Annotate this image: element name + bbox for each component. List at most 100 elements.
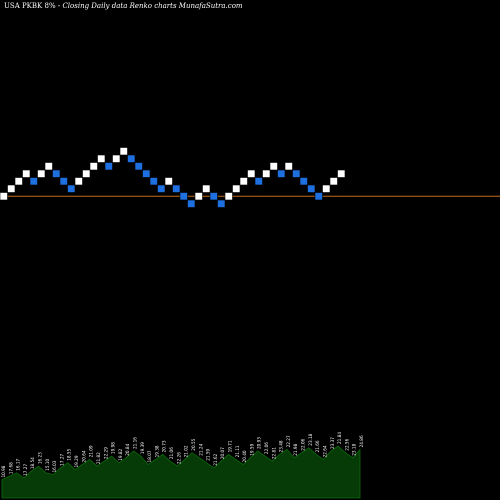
chart-title: USA PKBK 8% - Closing Daily data Renko c… [4, 2, 243, 10]
volume-label: 22.06 [301, 438, 306, 450]
renko-brick-down [149, 177, 158, 186]
volume-label: 21.66 [315, 440, 320, 452]
volume-label: 19.98 [111, 442, 116, 454]
volume-label: 21.62 [213, 453, 218, 465]
renko-brick-up [202, 184, 211, 193]
volume-label: 18.07 [147, 450, 152, 462]
renko-brick-up [89, 162, 98, 171]
volume-label: 21.82 [96, 452, 101, 464]
volume-label: 15.10 [45, 459, 50, 471]
renko-brick-up [284, 162, 293, 171]
volume-label: 20.73 [162, 440, 167, 452]
volume-label: 22.56 [344, 438, 349, 450]
volume-label: 19.71 [227, 440, 232, 452]
renko-brick-up [224, 192, 233, 201]
renko-brick-down [67, 184, 76, 193]
volume-area-path [1, 445, 361, 499]
renko-brick-up [262, 169, 271, 178]
renko-brick-up [14, 177, 23, 186]
renko-brick-up [322, 184, 331, 193]
renko-brick-up [7, 184, 16, 193]
volume-label: 19.82 [118, 448, 123, 460]
volume-label: 22.26 [176, 452, 181, 464]
renko-brick-down [29, 177, 38, 186]
volume-label: 20.84 [125, 443, 130, 455]
renko-brick-down [209, 192, 218, 201]
renko-brick-up [22, 169, 31, 178]
volume-label: 22.29 [103, 447, 108, 459]
renko-brick-up [164, 177, 173, 186]
volume-label: 20.55 [191, 438, 196, 450]
renko-brick-down [157, 184, 166, 193]
volume-label: 21.84 [337, 432, 342, 444]
renko-brick-down [292, 169, 301, 178]
renko-brick-down [217, 199, 226, 208]
volume-label: 16.03 [52, 460, 57, 472]
renko-brick-down [277, 169, 286, 178]
renko-brick-down [307, 184, 316, 193]
volume-label: 20.40 [242, 450, 247, 462]
renko-brick-up [97, 154, 106, 163]
volume-label: 17.68 [8, 462, 13, 474]
volume-label: 21.06 [169, 447, 174, 459]
renko-brick-up [0, 192, 8, 201]
renko-brick-up [82, 169, 91, 178]
volume-label: 20.64 [81, 450, 86, 462]
renko-brick-down [127, 154, 136, 163]
volume-label: 10.98 [1, 465, 6, 477]
renko-brick-down [172, 184, 181, 193]
volume-label: 19.59 [249, 443, 254, 455]
volume-label: 19.39 [140, 442, 145, 454]
renko-brick-up [329, 177, 338, 186]
renko-brick-up [269, 162, 278, 171]
renko-brick-up [247, 169, 256, 178]
renko-brick-up [239, 177, 248, 186]
volume-label: 22.27 [286, 435, 291, 447]
renko-brick-down [314, 192, 323, 201]
renko-bricks [0, 147, 346, 208]
volume-label: 22.06 [264, 442, 269, 454]
volume-label: 23.18 [308, 433, 313, 445]
renko-brick-up [194, 192, 203, 201]
volume-label: 16.23 [38, 452, 43, 464]
volume-label: 21.02 [184, 445, 189, 457]
renko-brick-up [74, 177, 83, 186]
renko-brick-up [232, 184, 241, 193]
volume-label: 17.27 [59, 453, 64, 465]
volume-label: 23.18 [352, 443, 357, 455]
renko-brick-down [104, 162, 113, 171]
volume-label: 20.07 [220, 447, 225, 459]
volume-label: 23.48 [279, 440, 284, 452]
volume-label: 21.11 [235, 445, 240, 457]
volume-label: 21.24 [198, 443, 203, 455]
renko-brick-down [59, 177, 68, 186]
title-caption: - Closing Daily data Renko charts Munafa… [55, 2, 243, 10]
volume-label: 21.59 [206, 448, 211, 460]
volume-label: 24.86 [359, 435, 364, 447]
volume-label: 18.55 [67, 448, 72, 460]
volume-area [1, 445, 361, 499]
renko-brick-down [299, 177, 308, 186]
renko-brick-up [112, 154, 121, 163]
renko-brick-down [134, 162, 143, 171]
renko-brick-up [337, 169, 346, 178]
volume-label: 21.09 [89, 445, 94, 457]
renko-brick-down [187, 199, 196, 208]
volume-label: 20.93 [257, 437, 262, 449]
volume-label: 19.29 [74, 455, 79, 467]
renko-brick-up [44, 162, 53, 171]
volume-label: 18.54 [30, 457, 35, 469]
volume-label: 22.64 [322, 445, 327, 457]
volume-label: 17.27 [23, 464, 28, 476]
volume-label: 21.16 [133, 437, 138, 449]
volume-label: 19.38 [154, 445, 159, 457]
volume-label: 22.81 [271, 447, 276, 459]
title-symbol: USA PKBK 8% [4, 2, 56, 10]
volume-label: 23.37 [330, 437, 335, 449]
renko-brick-up [37, 169, 46, 178]
renko-brick-down [142, 169, 151, 178]
renko-brick-up [119, 147, 128, 156]
renko-brick-down [52, 169, 61, 178]
renko-brick-down [179, 192, 188, 201]
